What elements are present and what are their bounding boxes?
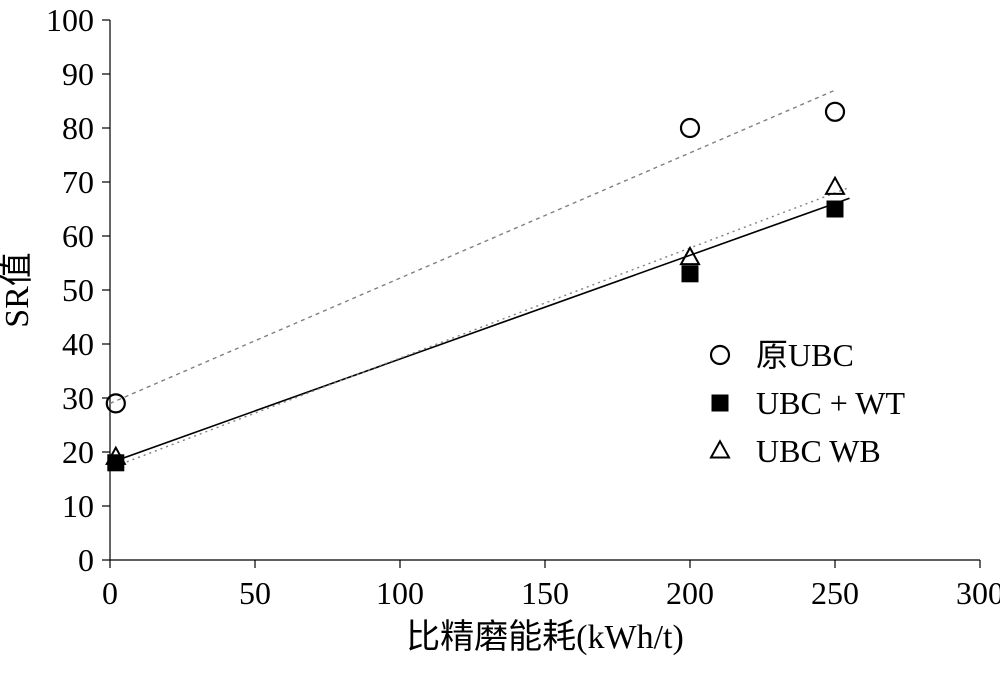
y-tick-label: 80: [62, 110, 94, 146]
y-tick-label: 40: [62, 326, 94, 362]
y-tick-label: 50: [62, 272, 94, 308]
x-tick-label: 100: [376, 575, 424, 611]
legend-label-orig_ubc: 原UBC: [756, 337, 854, 373]
x-tick-label: 300: [956, 575, 1000, 611]
y-tick-label: 100: [46, 2, 94, 38]
y-tick-label: 30: [62, 380, 94, 416]
data-point-ubc_wt: [827, 201, 843, 217]
legend-label-ubc_wb: UBC WB: [756, 433, 881, 469]
y-tick-label: 0: [78, 542, 94, 578]
x-tick-label: 150: [521, 575, 569, 611]
chart-container: 0 50 100 150 200 250 300 0 10 20 30 40 50 60 70 80 90 100…: [0, 0, 1000, 675]
x-tick-label: 250: [811, 575, 859, 611]
x-tick-label: 200: [666, 575, 714, 611]
y-tick-label: 10: [62, 488, 94, 524]
y-axis-title: SR值: [0, 252, 36, 328]
x-tick-label: 0: [102, 575, 118, 611]
data-point-ubc_wt: [682, 266, 698, 282]
y-tick-label: 60: [62, 218, 94, 254]
x-axis-title: 比精磨能耗(kWh/t): [406, 618, 684, 656]
legend-label-ubc_wt: UBC + WT: [756, 385, 905, 421]
x-tick-label: 50: [239, 575, 271, 611]
scatter-chart: 0 50 100 150 200 250 300 0 10 20 30 40 50 60 70 80 90 100…: [0, 0, 1000, 675]
legend-marker-ubc_wt: [712, 395, 728, 411]
y-tick-label: 90: [62, 56, 94, 92]
y-tick-label: 70: [62, 164, 94, 200]
y-tick-label: 20: [62, 434, 94, 470]
